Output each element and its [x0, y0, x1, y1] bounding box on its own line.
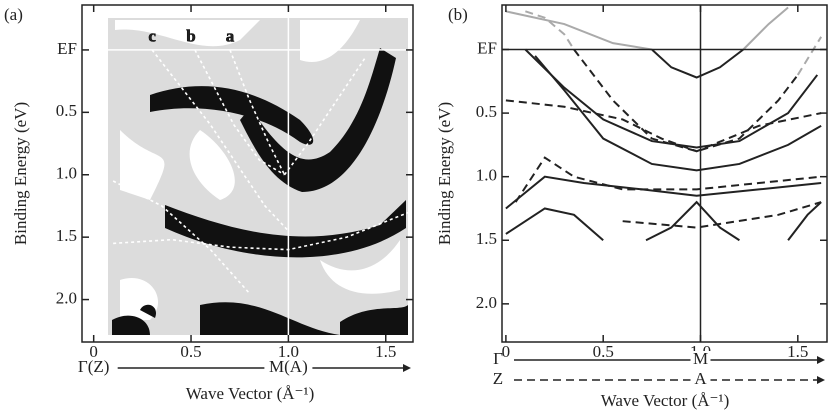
- label-bg: [690, 351, 711, 369]
- band-line: [742, 6, 789, 51]
- x-tick-label: 0.5: [180, 342, 201, 361]
- y-tick-label: 1.5: [476, 229, 497, 248]
- band-line: [651, 48, 744, 79]
- y-tick-label: 0.5: [56, 101, 77, 120]
- label-bg: [69, 358, 118, 378]
- band-line: [283, 55, 367, 176]
- x-tick-label: 0: [89, 342, 98, 361]
- label-bg: [690, 371, 711, 389]
- y-tick-label: 0.5: [476, 102, 497, 121]
- band-label: a: [226, 26, 235, 45]
- label-bg: [264, 358, 313, 378]
- band-label: b: [186, 26, 195, 45]
- y-tick-label: 1.0: [476, 166, 497, 185]
- band-line: [514, 156, 822, 203]
- band-line: [622, 201, 822, 229]
- y-tick-label: 1.0: [56, 164, 77, 183]
- band-line: [573, 48, 799, 153]
- symmetry-label: Γ(Z): [78, 357, 110, 376]
- x-tick-label: 1.5: [375, 342, 396, 361]
- band-line: [796, 36, 823, 76]
- x-tick-label: 0: [502, 342, 511, 361]
- x-axis-label: Wave Vector (Å⁻¹): [601, 391, 730, 410]
- symmetry-label: A: [694, 369, 707, 388]
- y-tick-label: 2.0: [56, 288, 77, 307]
- frame: [81, 4, 414, 343]
- band-line: [787, 201, 822, 241]
- map-dark: [112, 48, 408, 335]
- band-label: c: [148, 26, 156, 45]
- y-tick-label: 1.5: [56, 226, 77, 245]
- x-tick-label: 1.5: [787, 342, 808, 361]
- band-line: [525, 10, 575, 51]
- panel-label: (a): [4, 5, 23, 24]
- arrow-head: [817, 376, 825, 384]
- frame: [501, 4, 828, 343]
- y-tick-label: 2.0: [476, 293, 497, 312]
- y-tick-label: EF: [477, 38, 497, 57]
- band-line: [113, 211, 410, 251]
- arpes-map: [108, 18, 408, 335]
- arrow-head: [817, 356, 825, 364]
- symmetry-label: Γ: [493, 349, 503, 368]
- band-line: [645, 200, 740, 242]
- panel-label: (b): [448, 5, 468, 24]
- y-tick-label: EF: [57, 39, 77, 58]
- arrow-head: [403, 364, 411, 372]
- x-tick-label: 0.5: [593, 342, 614, 361]
- symmetry-label: M: [693, 349, 708, 368]
- x-tick-label: 1.0: [278, 342, 299, 361]
- band-line: [505, 207, 604, 242]
- x-axis-label: Wave Vector (Å⁻¹): [186, 384, 315, 403]
- map-light: [115, 20, 400, 320]
- band-line: [534, 55, 822, 172]
- symmetry-label: Z: [493, 369, 503, 388]
- symmetry-label: M(A): [269, 357, 308, 376]
- y-axis-label: Binding Energy (eV): [11, 102, 30, 245]
- y-axis-label: Binding Energy (eV): [435, 102, 454, 245]
- band-line: [505, 10, 653, 51]
- band-line: [524, 48, 819, 149]
- band-line: [194, 49, 285, 176]
- band-line: [505, 99, 822, 153]
- band-line: [229, 49, 286, 176]
- band-line: [151, 49, 289, 232]
